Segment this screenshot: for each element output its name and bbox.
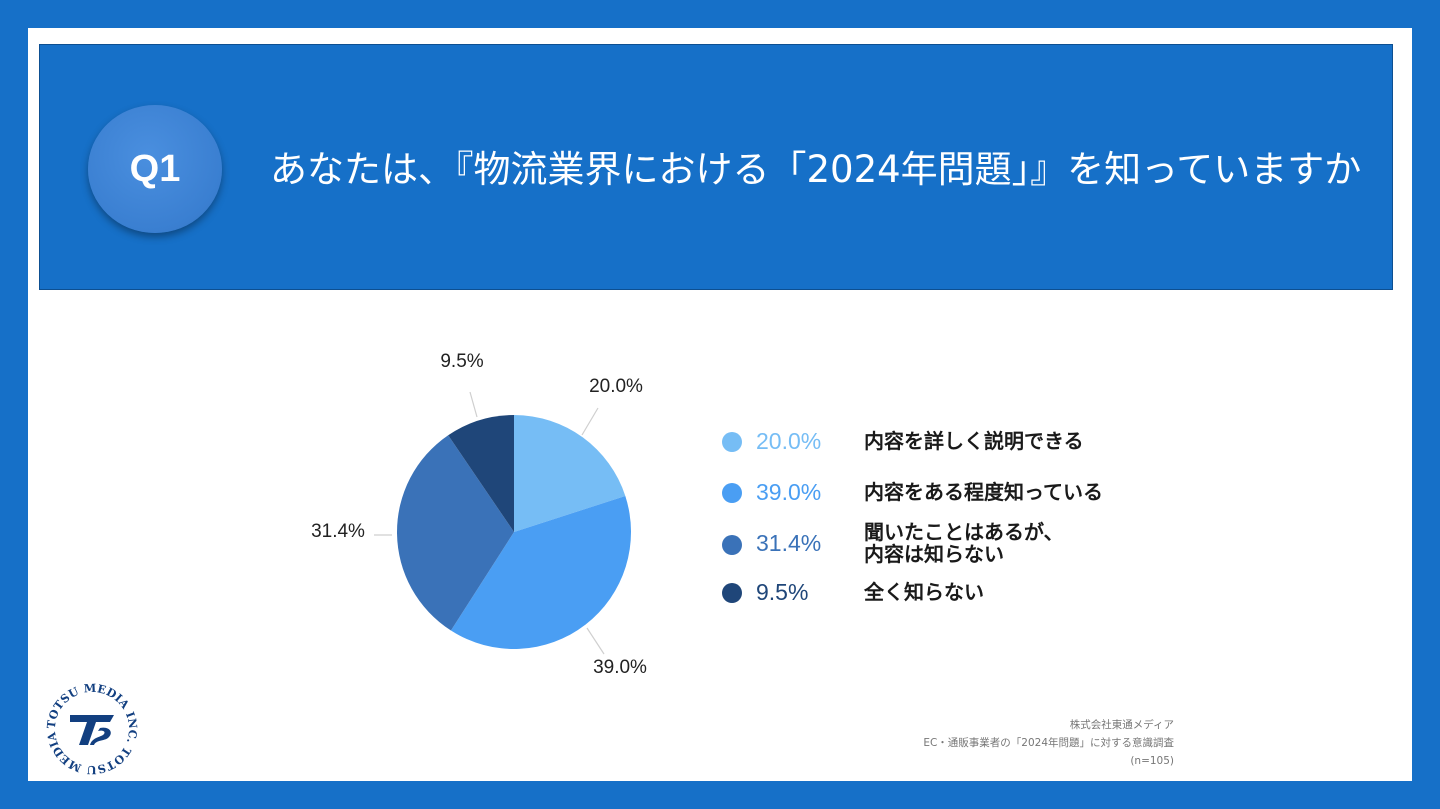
pie-slice: [448, 415, 514, 532]
source-sample-size: (n=105): [1130, 755, 1174, 767]
legend-percentage: 20.0%: [756, 428, 822, 454]
pie-slice: [514, 415, 626, 532]
legend-label-line: 内容を詳しく説明できる: [864, 429, 1084, 453]
legend-percentage: 9.5%: [756, 579, 809, 605]
legend-label-line: 全く知らない: [864, 580, 984, 604]
company-logo: TOTSU MEDIA INC. TOTSU MEDIA INC.: [44, 681, 140, 777]
legend-label-line: 内容は知らない: [864, 542, 1004, 566]
legend-percentage: 31.4%: [756, 530, 822, 556]
question-number-badge: Q1: [88, 105, 222, 233]
legend-label-line: 聞いたことはあるが、: [864, 520, 1064, 544]
logo-mark-icon: [70, 715, 114, 745]
source-survey: EC・通販事業者の「2024年問題」に対する意識調査: [923, 737, 1174, 749]
pie-chart: 20.0% 39.0% 31.4% 9.5%: [311, 351, 647, 678]
slice-value-label: 31.4%: [311, 521, 365, 542]
legend-dot-icon: [722, 535, 742, 555]
slice-value-label: 9.5%: [440, 351, 483, 372]
legend-dot-icon: [722, 432, 742, 452]
pie-slice: [450, 495, 631, 649]
legend-percentage: 39.0%: [756, 479, 822, 505]
question-title: あなたは、『物流業界における「2024年問題」』を知っていますか: [270, 148, 1362, 191]
legend-label: 内容をある程度知っている: [864, 481, 1103, 503]
leader-line: [586, 627, 605, 655]
legend-label-line: 内容をある程度知っている: [864, 480, 1103, 504]
pie-slice: [397, 435, 514, 631]
legend-label: 聞いたことはあるが、 内容は知らない: [864, 521, 1064, 565]
source-company: 株式会社東通メディア: [1069, 719, 1174, 731]
legend-dot-icon: [722, 483, 742, 503]
source-note: 株式会社東通メディア EC・通販事業者の「2024年問題」に対する意識調査 (n…: [923, 716, 1174, 770]
question-number: Q1: [129, 147, 181, 190]
legend-label: 内容を詳しく説明できる: [864, 430, 1084, 452]
legend-label: 全く知らない: [864, 581, 984, 603]
leader-line: [581, 407, 599, 436]
slice-value-label: 39.0%: [593, 657, 647, 678]
question-banner: [39, 44, 1393, 290]
slice-value-label: 20.0%: [589, 376, 643, 397]
leader-line: [469, 391, 478, 418]
legend-dot-icon: [722, 583, 742, 603]
